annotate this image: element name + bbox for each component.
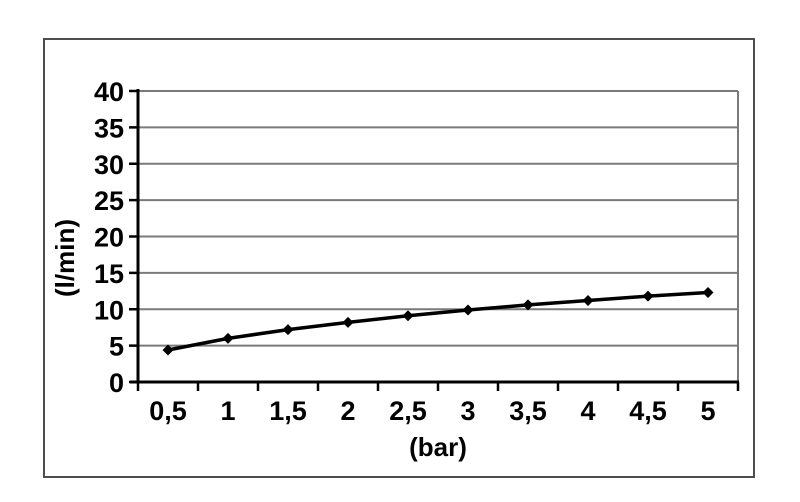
data-point-marker [342,316,354,328]
data-point-marker [162,344,174,356]
data-point-marker [582,295,594,307]
x-tick-label: 5 [700,396,715,426]
x-tick-label: 4,5 [629,396,667,426]
y-tick-label: 20 [94,223,124,253]
x-tick-label: 4 [580,396,595,426]
data-point-marker [222,332,234,344]
y-tick-label: 25 [94,186,124,216]
data-point-marker [522,299,534,311]
series-line [166,290,710,352]
y-tick-label: 15 [94,259,124,289]
tick-labels-layer: 0 5 10 15 20 25 30 35 40 0,5 1 1,5 2 2,5 3 3,5 4 4,5 5 [94,77,716,426]
data-point-marker [642,290,654,302]
x-tick-label: 3 [460,396,475,426]
y-tick-label: 5 [109,332,124,362]
x-tick-label: 2,5 [389,396,427,426]
y-tick-label: 30 [94,150,124,180]
y-tick-label: 0 [109,368,124,398]
data-point-marker [462,304,474,316]
x-tick-label: 1 [220,396,235,426]
y-axis-title: (l/min) [50,219,80,297]
y-tick-label: 35 [94,113,124,143]
series-layer [162,287,714,356]
x-tick-label: 3,5 [509,396,547,426]
data-point-marker [402,310,414,322]
x-tick-label: 1,5 [269,396,307,426]
x-axis-title: (bar) [409,432,467,462]
chart-frame [43,38,755,478]
x-tick-label: 0,5 [149,396,187,426]
x-tick-label: 2 [340,396,355,426]
data-point-marker [282,324,294,336]
gridlines-layer [138,90,739,382]
axes-layer [129,89,740,391]
y-tick-label: 40 [94,77,124,107]
data-point-marker [702,287,714,299]
y-tick-label: 10 [94,295,124,325]
